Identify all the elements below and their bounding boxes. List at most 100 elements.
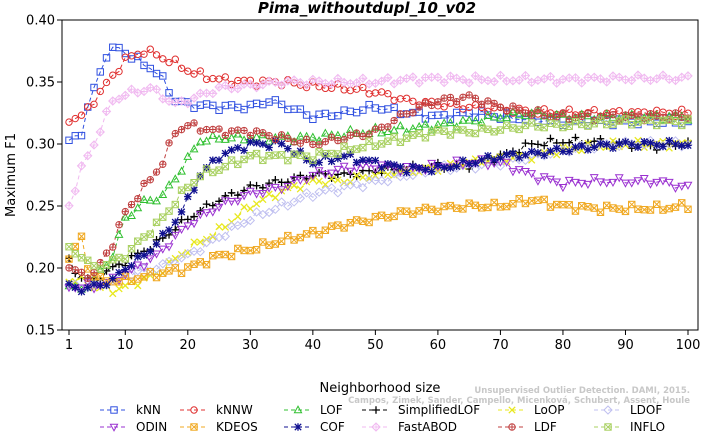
point-ldf (122, 208, 129, 215)
point-loop (121, 281, 129, 290)
x-tick-label: 20 (180, 338, 197, 353)
point-fastabod (614, 72, 624, 83)
point-odin (233, 197, 243, 206)
point-knn (471, 113, 480, 121)
point-inflo (621, 115, 630, 123)
point-fastabod (264, 76, 274, 86)
point-ldf (327, 133, 336, 141)
point-ldf (409, 109, 417, 117)
point-knnw (384, 90, 392, 98)
point-fastabod (164, 96, 174, 107)
point-ldf (540, 112, 548, 119)
point-knn (296, 105, 305, 113)
point-cof (327, 157, 336, 166)
point-lof (183, 151, 193, 160)
point-cof (252, 139, 261, 147)
point-knn (277, 100, 286, 109)
point-inflo (515, 125, 523, 133)
legend-swatch-marker (109, 423, 119, 432)
point-loop (71, 277, 79, 286)
point-lof (164, 180, 174, 189)
point-fastabod (414, 78, 424, 88)
point-kdeos (353, 216, 361, 224)
point-ldf (428, 102, 435, 109)
point-inflo (490, 128, 498, 136)
point-cof (452, 162, 461, 171)
point-fastabod (258, 80, 268, 90)
point-cof (221, 149, 230, 158)
point-ldf (634, 112, 642, 120)
point-inflo (84, 256, 92, 264)
point-ldf (434, 98, 442, 106)
point-fastabod (403, 75, 410, 82)
point-lof (439, 118, 449, 127)
point-ldf (421, 99, 430, 107)
point-inflo (471, 129, 480, 138)
legend-swatch-marker (603, 405, 613, 415)
point-cof (678, 141, 686, 150)
point-cof (140, 251, 148, 259)
point-lof (152, 196, 161, 205)
point-fastabod (309, 76, 317, 83)
point-kdeos (290, 236, 298, 244)
point-inflo (152, 218, 161, 227)
point-kdeos (596, 208, 605, 216)
point-fastabod (522, 72, 529, 79)
point-loop (384, 170, 392, 179)
legend-label: LDF (534, 420, 557, 434)
point-lof (520, 110, 530, 120)
point-kdeos (365, 218, 373, 227)
point-lof (495, 113, 505, 122)
point-kdeos (265, 241, 273, 249)
point-inflo (384, 137, 392, 145)
point-kdeos (415, 207, 423, 215)
point-fastabod (151, 84, 162, 95)
point-odin (552, 178, 562, 187)
point-ldf (78, 269, 85, 276)
point-inflo (121, 255, 129, 263)
point-lof (514, 110, 524, 119)
point-lof (477, 118, 487, 127)
point-ldf (134, 194, 142, 203)
point-knn (90, 83, 98, 92)
point-knn (271, 96, 280, 104)
point-knnw (409, 97, 417, 105)
point-kdeos (159, 269, 167, 277)
legend-swatch-marker (293, 405, 303, 414)
point-kdeos (246, 247, 254, 255)
point-inflo (571, 118, 580, 126)
point-ldf (534, 106, 542, 114)
point-kdeos (277, 237, 286, 245)
point-cof (678, 141, 686, 150)
point-fastabod (145, 82, 155, 93)
point-fastabod (602, 77, 612, 87)
point-fastabod (440, 79, 448, 86)
point-cof (615, 140, 623, 148)
point-fastabod (390, 80, 398, 88)
point-fastabod (164, 96, 174, 107)
point-inflo (278, 151, 286, 159)
point-ldf (134, 195, 141, 202)
point-inflo (634, 118, 642, 126)
point-ldf (471, 94, 480, 103)
point-inflo (540, 123, 548, 132)
point-knn (102, 54, 111, 62)
point-lof (427, 125, 437, 134)
point-lof (120, 212, 130, 221)
point-odin (614, 174, 624, 183)
point-cof (227, 146, 236, 154)
point-kdeos (203, 261, 211, 269)
point-ldof (164, 256, 174, 266)
point-loop (609, 137, 617, 145)
point-inflo (140, 233, 148, 241)
point-odin (164, 243, 174, 252)
point-kdeos (521, 199, 529, 208)
point-loop (209, 233, 217, 241)
x-tick-label: 40 (305, 338, 322, 353)
point-inflo (65, 243, 73, 251)
point-kdeos (452, 204, 461, 212)
point-inflo (227, 156, 236, 164)
point-inflo (171, 200, 179, 209)
point-inflo (590, 119, 598, 128)
point-loop (609, 137, 617, 145)
